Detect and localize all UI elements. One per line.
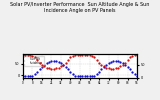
Text: Solar PV/Inverter Performance  Sun Altitude Angle & Sun Incidence Angle on PV Pa: Solar PV/Inverter Performance Sun Altitu… [10, 2, 150, 13]
Legend: Sun Alt, Incidence: Sun Alt, Incidence [24, 56, 44, 66]
